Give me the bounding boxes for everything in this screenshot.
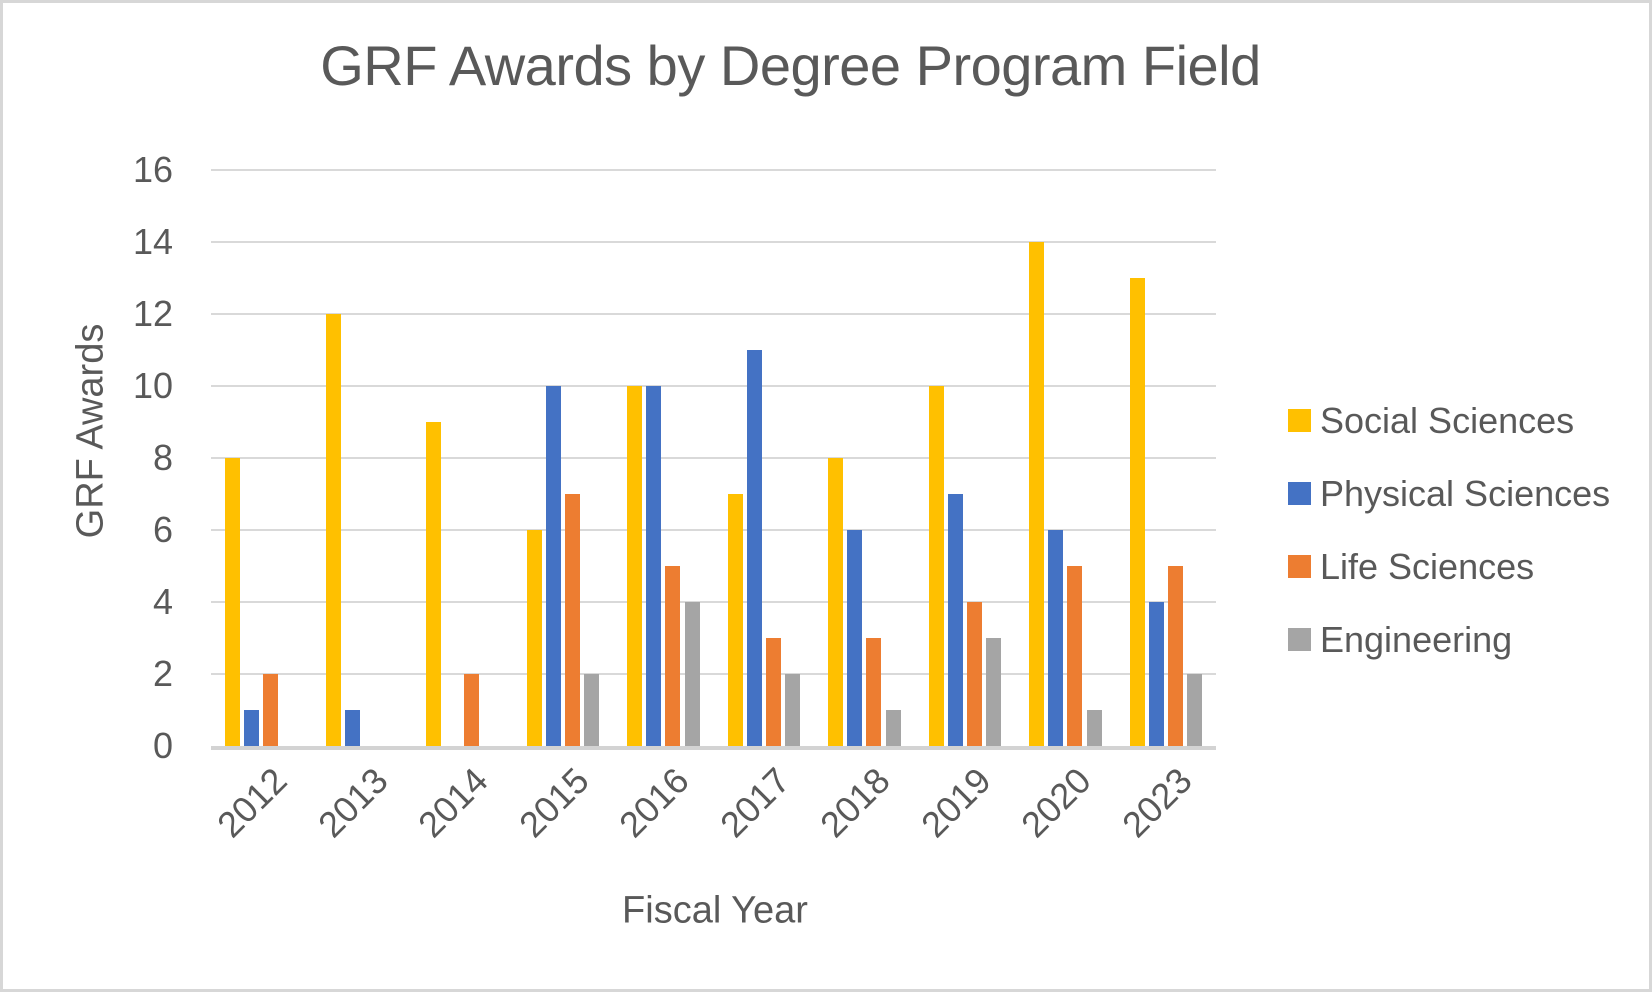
legend-item-engineering: Engineering <box>1288 603 1610 676</box>
bar-physical-sciences-2013 <box>344 710 360 746</box>
legend-swatch-engineering <box>1288 628 1311 651</box>
bar-engineering-2020 <box>1086 710 1102 746</box>
bar-life-sciences-2020 <box>1067 566 1083 746</box>
legend-label-physical-sciences: Physical Sciences <box>1320 472 1611 514</box>
bar-physical-sciences-2012 <box>244 710 260 746</box>
bar-social-sciences-2016 <box>627 386 642 746</box>
gridline-16 <box>211 169 1216 171</box>
y-tick-label-6: 6 <box>152 509 173 550</box>
y-tick-label-10: 10 <box>132 365 173 406</box>
bar-life-sciences-2023 <box>1167 566 1183 746</box>
bar-physical-sciences-2015 <box>545 386 561 746</box>
y-tick-label-2: 2 <box>152 653 173 694</box>
bar-life-sciences-2019 <box>966 602 982 746</box>
bar-life-sciences-2015 <box>564 494 580 746</box>
x-tick-label-2015: 2015 <box>510 759 597 846</box>
x-axis-title: Fiscal Year <box>622 889 808 932</box>
y-tick-label-0: 0 <box>152 725 173 766</box>
legend-swatch-life-sciences <box>1288 555 1311 578</box>
bar-life-sciences-2017 <box>765 638 781 746</box>
x-tick-label-2019: 2019 <box>912 759 999 846</box>
bar-social-sciences-2018 <box>828 458 843 746</box>
gridline-14 <box>211 241 1216 243</box>
bar-life-sciences-2012 <box>263 674 279 746</box>
bar-social-sciences-2015 <box>526 530 542 746</box>
y-tick-label-8: 8 <box>152 437 173 478</box>
gridline-8 <box>211 457 1216 459</box>
x-tick-label-2017: 2017 <box>711 759 798 846</box>
bar-life-sciences-2014 <box>464 674 480 746</box>
gridline-12 <box>211 313 1216 315</box>
bar-physical-sciences-2018 <box>847 530 863 746</box>
legend-item-social-sciences: Social Sciences <box>1288 384 1610 457</box>
bar-physical-sciences-2016 <box>646 386 662 746</box>
bar-engineering-2019 <box>986 638 1002 746</box>
x-tick-label-2023: 2023 <box>1113 759 1200 846</box>
x-tick-label-2012: 2012 <box>209 759 295 846</box>
y-tick-label-16: 16 <box>132 149 173 190</box>
bar-engineering-2017 <box>785 674 801 746</box>
bar-physical-sciences-2020 <box>1048 530 1064 746</box>
bar-physical-sciences-2019 <box>947 494 963 746</box>
x-tick-label-2020: 2020 <box>1013 759 1099 846</box>
y-axis-title: GRF Awards <box>69 323 112 539</box>
x-tick-label-2014: 2014 <box>410 759 496 846</box>
x-tick-label-2018: 2018 <box>812 759 898 846</box>
bar-engineering-2018 <box>885 710 901 746</box>
bar-social-sciences-2023 <box>1129 278 1145 746</box>
y-tick-label-14: 14 <box>132 221 173 262</box>
bar-social-sciences-2013 <box>325 314 341 746</box>
bar-social-sciences-2012 <box>225 458 240 746</box>
gridline-10 <box>211 385 1216 387</box>
bar-physical-sciences-2017 <box>746 350 762 746</box>
legend-swatch-social-sciences <box>1288 409 1311 432</box>
bar-social-sciences-2014 <box>426 422 441 746</box>
legend-label-engineering: Engineering <box>1320 618 1513 660</box>
bar-social-sciences-2019 <box>928 386 944 746</box>
bar-life-sciences-2016 <box>665 566 681 746</box>
x-tick-label-2013: 2013 <box>309 759 396 846</box>
bar-engineering-2016 <box>684 602 700 746</box>
bar-social-sciences-2020 <box>1029 242 1044 746</box>
bar-social-sciences-2017 <box>727 494 743 746</box>
legend-swatch-physical-sciences <box>1288 482 1311 505</box>
bar-engineering-2023 <box>1187 674 1203 746</box>
legend-label-life-sciences: Life Sciences <box>1320 545 1535 587</box>
legend-label-social-sciences: Social Sciences <box>1320 399 1575 441</box>
bar-life-sciences-2018 <box>866 638 882 746</box>
y-tick-label-12: 12 <box>132 293 173 334</box>
y-tick-label-4: 4 <box>152 581 173 622</box>
gridline-6 <box>211 529 1216 531</box>
legend: Social Sciences Physical Sciences Life Sci… <box>1288 384 1610 676</box>
gridline-4 <box>211 601 1216 603</box>
chart-title: GRF Awards by Degree Program Field <box>320 34 1261 97</box>
plot-area <box>211 169 1216 750</box>
gridline-2 <box>211 673 1216 675</box>
bar-physical-sciences-2023 <box>1148 602 1164 746</box>
legend-item-physical-sciences: Physical Sciences <box>1288 457 1610 530</box>
legend-item-life-sciences: Life Sciences <box>1288 530 1610 603</box>
bar-engineering-2015 <box>584 674 600 746</box>
x-tick-label-2016: 2016 <box>611 759 697 846</box>
